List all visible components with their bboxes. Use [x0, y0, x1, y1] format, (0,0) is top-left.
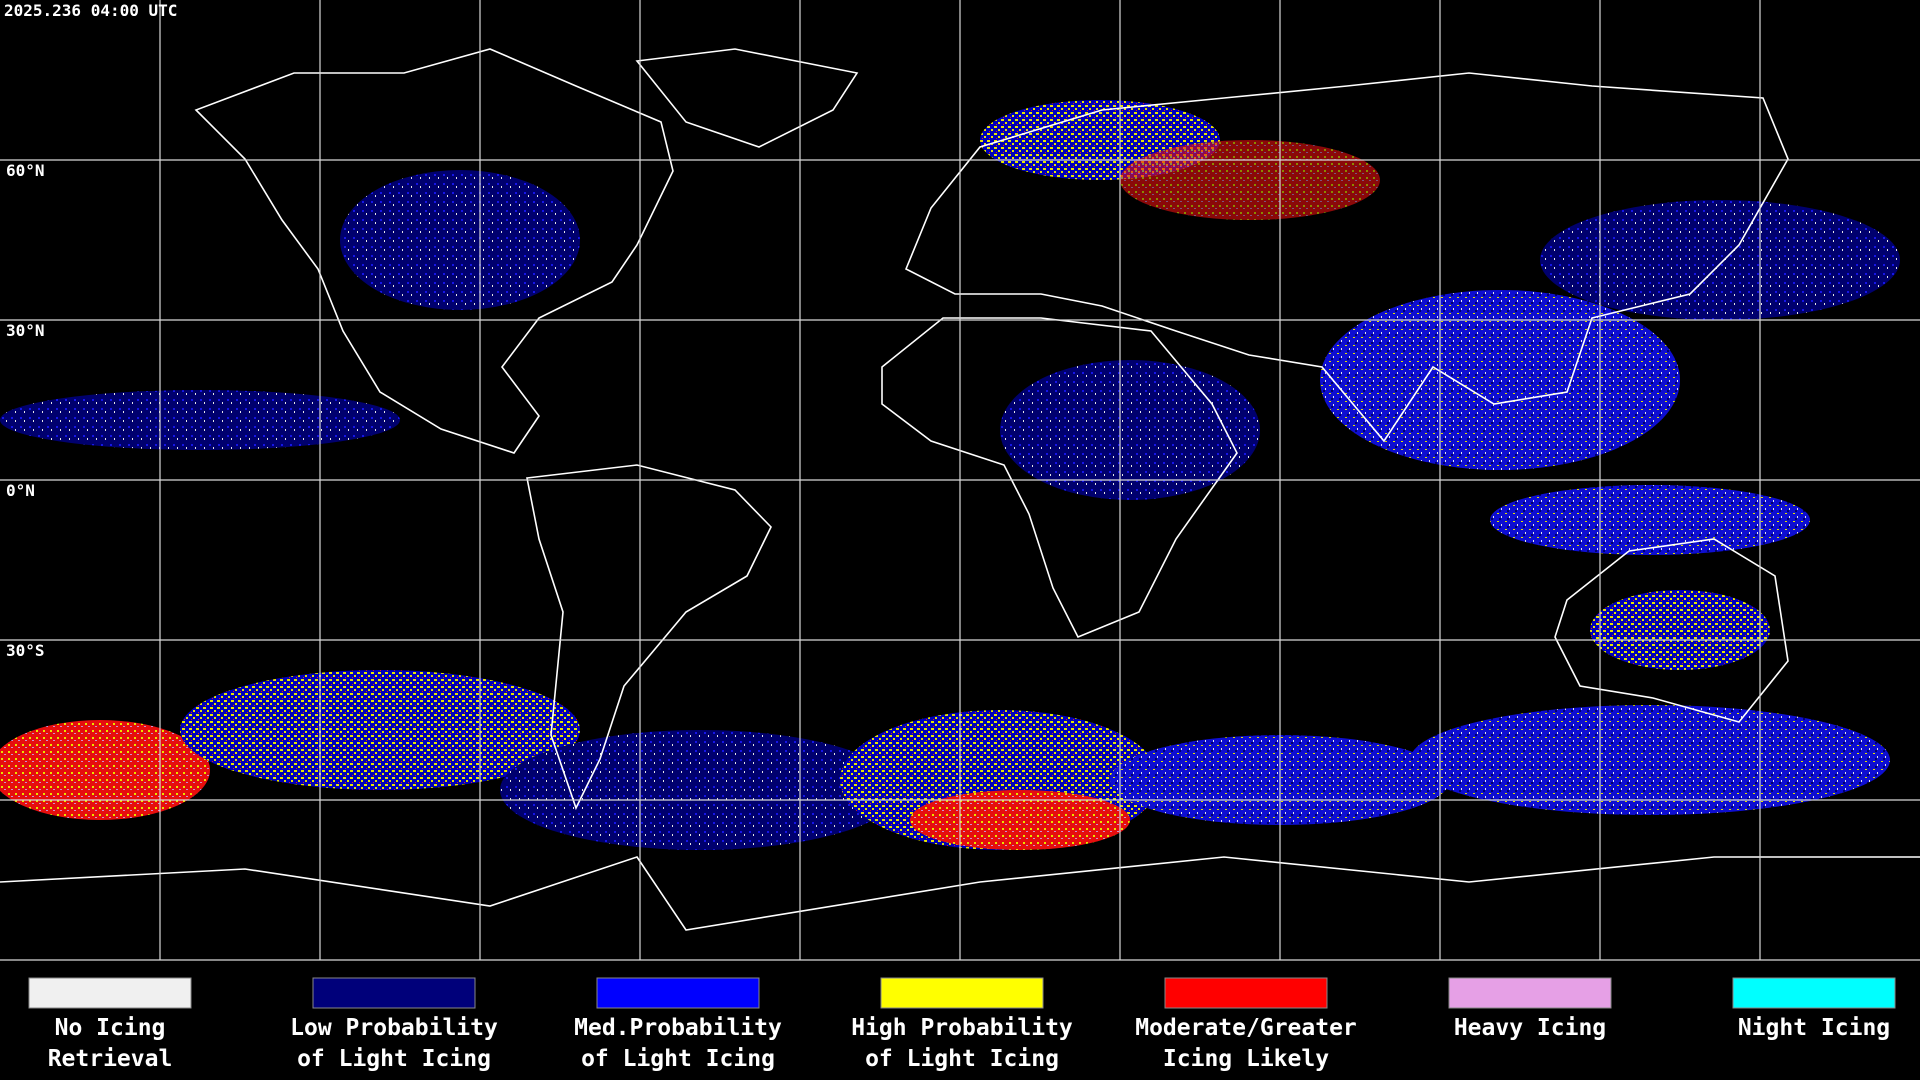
legend-label: Moderate/Greater: [1135, 1015, 1357, 1041]
legend-label: Low Probability: [290, 1015, 498, 1041]
latitude-label: 30°N: [6, 321, 45, 340]
latitude-labels: 60°N 30°N 0°N 30°S: [6, 161, 45, 660]
legend-swatch: [880, 977, 1044, 1009]
legend: No Icing Retrieval Low Probability of Light…: [28, 977, 1896, 1072]
legend-label: of Light Icing: [581, 1046, 775, 1072]
icing-cloud-fields: [0, 100, 1900, 850]
legend-label: Heavy Icing: [1454, 1015, 1606, 1041]
legend-swatch: [28, 977, 192, 1009]
legend-label: of Light Icing: [865, 1046, 1059, 1072]
legend-swatch: [1448, 977, 1612, 1009]
legend-label: Retrieval: [48, 1046, 173, 1072]
timestamp: 2025.236 04:00 UTC: [4, 1, 177, 20]
legend-swatch: [596, 977, 760, 1009]
coastlines: [0, 48, 1920, 931]
graticule: [0, 0, 1920, 961]
latitude-label: 0°N: [6, 481, 35, 500]
legend-label: Med.Probability: [574, 1015, 782, 1041]
legend-label: Night Icing: [1738, 1015, 1890, 1041]
legend-swatch: [1164, 977, 1328, 1009]
legend-label: of Light Icing: [297, 1046, 491, 1072]
latitude-label: 30°S: [6, 641, 45, 660]
legend-swatch: [312, 977, 476, 1009]
legend-swatch: [1732, 977, 1896, 1009]
legend-label: No Icing: [55, 1015, 166, 1041]
legend-label: Icing Likely: [1163, 1046, 1329, 1072]
latitude-label: 60°N: [6, 161, 45, 180]
legend-label: High Probability: [851, 1015, 1073, 1041]
